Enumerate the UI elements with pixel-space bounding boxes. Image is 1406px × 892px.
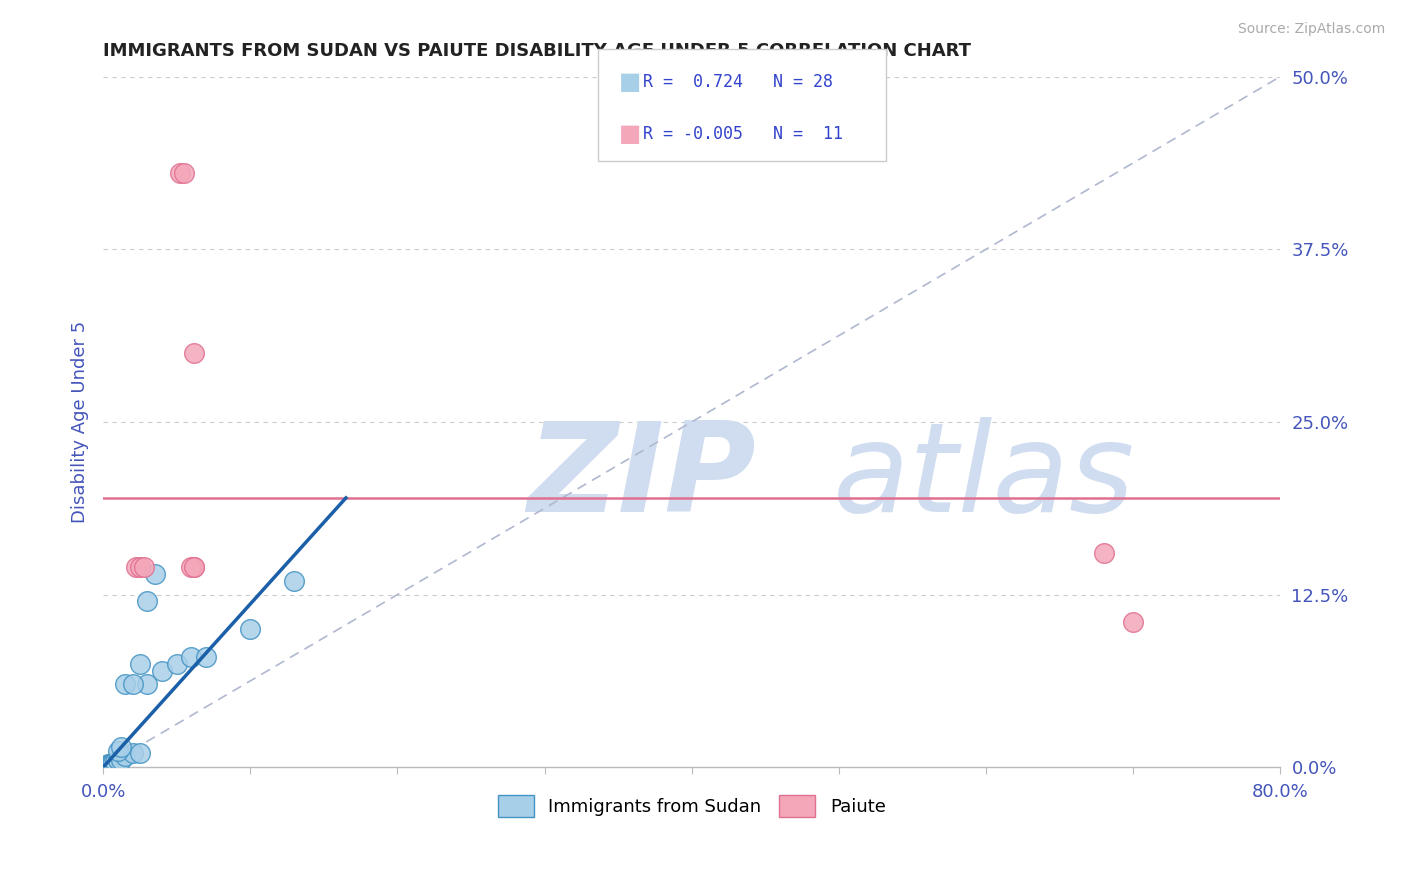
Point — [129, 560, 152, 574]
Point — [98, 759, 121, 773]
Y-axis label: Disability Age Under 5: Disability Age Under 5 — [72, 321, 89, 523]
Point — [129, 747, 152, 761]
Text: R =  0.724   N = 28: R = 0.724 N = 28 — [643, 73, 832, 91]
Point — [180, 560, 202, 574]
Point — [150, 664, 173, 678]
Point — [183, 560, 205, 574]
Point — [110, 739, 132, 754]
Text: IMMIGRANTS FROM SUDAN VS PAIUTE DISABILITY AGE UNDER 5 CORRELATION CHART: IMMIGRANTS FROM SUDAN VS PAIUTE DISABILI… — [103, 42, 972, 60]
Point — [94, 759, 117, 773]
Point — [100, 757, 122, 772]
Point — [114, 749, 136, 764]
Point — [121, 677, 143, 691]
Point — [96, 757, 118, 772]
Point — [183, 346, 205, 360]
Point — [110, 753, 132, 767]
Text: ■: ■ — [619, 121, 641, 145]
Point — [93, 759, 115, 773]
Point — [107, 753, 129, 767]
Point — [239, 622, 262, 636]
Point — [136, 677, 159, 691]
Point — [107, 744, 129, 758]
Point — [121, 747, 143, 761]
Point — [103, 756, 125, 771]
Point — [129, 657, 152, 671]
Point — [143, 566, 166, 581]
Point — [134, 560, 156, 574]
Point — [166, 657, 188, 671]
Point — [124, 560, 146, 574]
Point — [183, 560, 205, 574]
Point — [114, 677, 136, 691]
Point — [1092, 546, 1115, 560]
Point — [169, 166, 191, 180]
Point — [180, 649, 202, 664]
Point — [96, 759, 118, 773]
Point — [101, 756, 124, 771]
Point — [283, 574, 305, 588]
Text: R = -0.005   N =  11: R = -0.005 N = 11 — [643, 125, 842, 143]
Legend: Immigrants from Sudan, Paiute: Immigrants from Sudan, Paiute — [491, 788, 893, 824]
Point — [173, 166, 195, 180]
Text: atlas: atlas — [832, 417, 1135, 538]
Text: ■: ■ — [619, 70, 641, 95]
Point — [104, 755, 127, 769]
Text: Source: ZipAtlas.com: Source: ZipAtlas.com — [1237, 22, 1385, 37]
Point — [136, 594, 159, 608]
Point — [1122, 615, 1144, 630]
Text: ZIP: ZIP — [527, 417, 755, 538]
Point — [195, 649, 218, 664]
